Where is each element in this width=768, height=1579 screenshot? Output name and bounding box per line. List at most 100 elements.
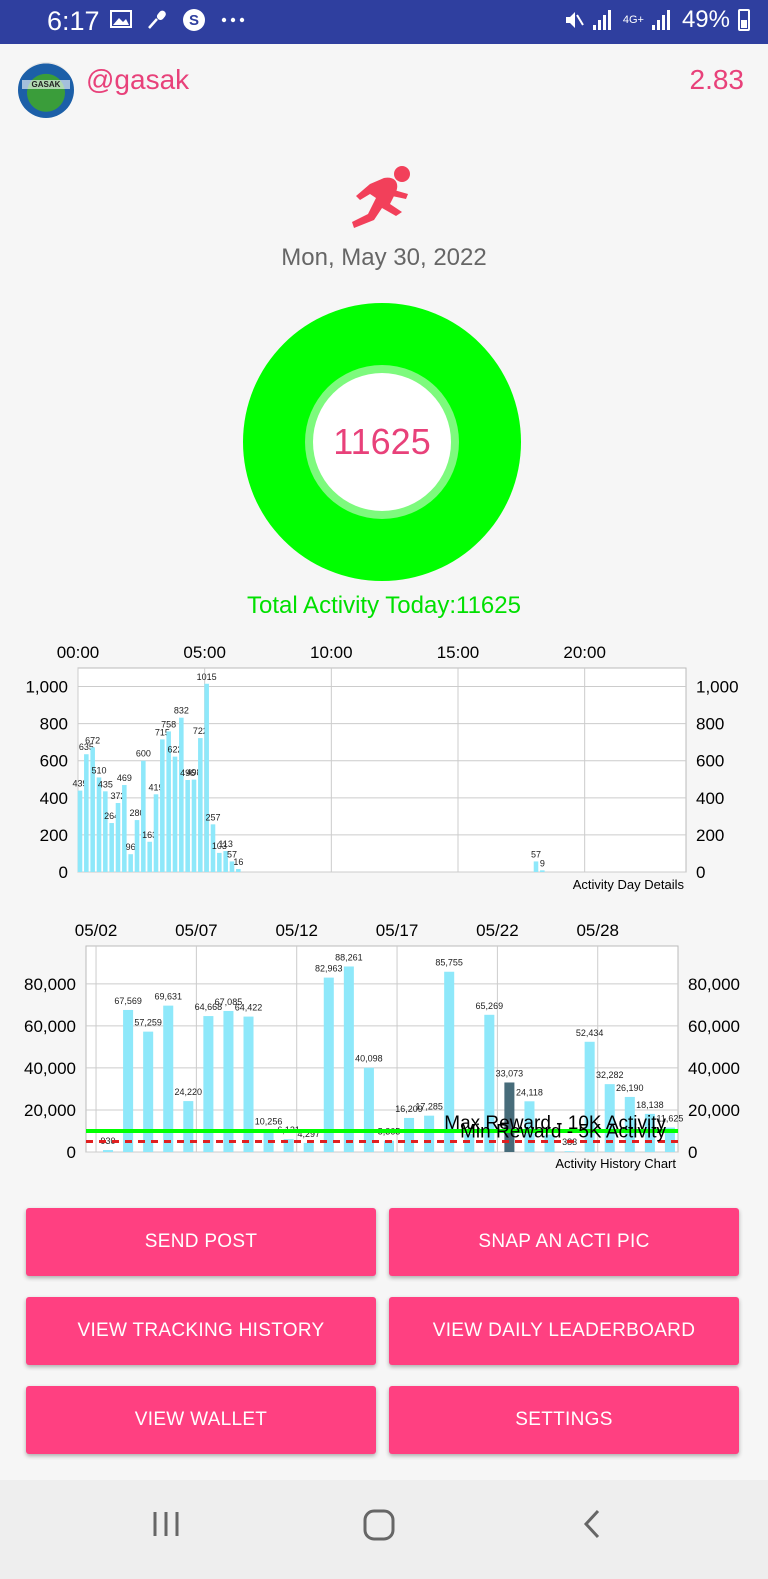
hist-bar — [363, 1067, 374, 1152]
day-y-tick-right: 600 — [696, 752, 724, 771]
recent-apps-icon[interactable] — [150, 1508, 182, 1540]
back-icon[interactable] — [578, 1508, 608, 1540]
day-bar — [540, 870, 545, 872]
day-x-tick: 15:00 — [437, 643, 480, 662]
hist-bar — [103, 1150, 114, 1152]
network-type: 4G+ — [622, 13, 644, 26]
mute-icon — [565, 12, 584, 28]
hist-bar — [524, 1101, 535, 1152]
daily-leaderboard-button[interactable]: VIEW DAILY LEADERBOARD — [389, 1297, 739, 1365]
day-bar — [141, 760, 146, 872]
hist-bar — [664, 1127, 675, 1152]
day-bar-label: 439 — [72, 779, 87, 789]
day-bar — [236, 869, 241, 872]
day-bar-label: 622 — [167, 745, 182, 755]
more-dots-icon — [221, 17, 245, 23]
status-time: 6:17 — [47, 6, 100, 36]
hist-y-tick-right: 20,000 — [688, 1101, 740, 1120]
hist-chart-title: Activity History Chart — [555, 1156, 676, 1171]
hist-bar-label: 930 — [101, 1136, 116, 1146]
day-x-tick: 10:00 — [310, 643, 353, 662]
day-bar-label: 257 — [205, 812, 220, 822]
day-bar — [153, 794, 159, 872]
snap-pic-button[interactable]: SNAP AN ACTI PIC — [389, 1208, 739, 1276]
day-bar-label: 163 — [142, 830, 157, 840]
hist-bar-label: 26,190 — [616, 1083, 644, 1093]
day-bar — [217, 852, 222, 872]
day-bar-label: 635 — [79, 742, 94, 752]
hist-bar — [544, 1134, 555, 1152]
day-bar — [84, 754, 89, 872]
hist-bar-label: 67,085 — [215, 997, 243, 1007]
day-bar-label: 419 — [148, 782, 163, 792]
tracking-history-button[interactable]: VIEW TRACKING HISTORY — [26, 1297, 376, 1365]
app-s-icon: S — [183, 9, 205, 31]
hist-y-tick-left: 60,000 — [24, 1017, 76, 1036]
day-y-tick-left: 1,000 — [25, 678, 68, 697]
hist-bar — [404, 1117, 415, 1152]
battery-icon — [738, 9, 750, 31]
day-bar-label: 9 — [540, 858, 545, 868]
day-bar — [122, 785, 127, 872]
mic-icon — [148, 10, 166, 29]
hist-y-tick-right: 80,000 — [688, 975, 740, 994]
send-post-button[interactable]: SEND POST — [26, 1208, 376, 1276]
hist-bar — [343, 966, 354, 1152]
hist-y-tick-left: 80,000 — [24, 975, 76, 994]
wallet-balance: 2.83 — [689, 64, 745, 95]
hist-bar — [303, 1142, 314, 1152]
day-bar — [229, 861, 235, 872]
day-bar-label: 722 — [193, 726, 208, 736]
hist-bar — [243, 1016, 254, 1152]
hist-bar — [123, 1009, 134, 1152]
hist-x-tick: 05/17 — [376, 921, 419, 940]
hist-bar-label: 18,138 — [636, 1100, 664, 1110]
day-bar — [134, 820, 140, 872]
total-activity-label: Total Activity Today:11625 — [247, 592, 521, 619]
hist-y-tick-right: 0 — [688, 1143, 697, 1162]
wallet-button[interactable]: VIEW WALLET — [26, 1386, 376, 1454]
hist-bar — [383, 1140, 394, 1152]
hist-bar-label: 24,118 — [516, 1087, 543, 1097]
day-bar — [179, 717, 184, 872]
avatar[interactable]: GASAK — [18, 62, 74, 118]
signal-icon — [592, 10, 615, 30]
day-bar-label: 103 — [212, 841, 227, 851]
hist-x-tick: 05/28 — [576, 921, 619, 940]
day-bar-label: 57 — [531, 849, 541, 859]
day-bar-label: 435 — [98, 779, 113, 789]
hist-bar — [223, 1010, 234, 1152]
day-bar-label: 96 — [126, 842, 136, 852]
hist-bar — [323, 977, 334, 1152]
day-y-tick-left: 600 — [40, 752, 68, 771]
day-bar-label: 372 — [110, 791, 125, 801]
day-bar — [109, 823, 114, 872]
day-bar — [115, 803, 121, 872]
hist-bar — [584, 1041, 595, 1152]
day-bar-label: 832 — [174, 706, 189, 716]
hist-bar-label: 64,422 — [235, 1003, 263, 1013]
min-reward-label: Min Reward - 5K Activity — [460, 1121, 666, 1142]
day-bar-label: 498 — [186, 768, 201, 778]
activity-day-chart: 0 0 200 200 400 400 600 600 800 800 1,000 1,000 00:0… — [25, 643, 738, 892]
hist-bar — [624, 1096, 635, 1152]
hist-x-tick: 05/22 — [476, 921, 519, 940]
hist-bar — [283, 1139, 294, 1152]
home-icon[interactable] — [362, 1508, 396, 1542]
day-bar — [147, 841, 152, 872]
activity-ring: 11625 — [243, 303, 521, 581]
activity-date: Mon, May 30, 2022 — [281, 244, 487, 271]
hist-bar-label: 24,220 — [175, 1087, 203, 1097]
day-bar-label: 113 — [218, 839, 232, 849]
day-bar — [198, 738, 203, 872]
hist-bar — [143, 1031, 154, 1152]
day-bar — [166, 731, 171, 872]
hist-bar-label: 65,269 — [476, 1001, 504, 1011]
settings-button[interactable]: SETTINGS — [389, 1386, 739, 1454]
hist-bar — [444, 971, 455, 1152]
hist-bar — [604, 1084, 615, 1152]
day-y-tick-right: 0 — [696, 863, 705, 882]
navigation-bar — [0, 1480, 768, 1579]
hist-bar-label: 4,297 — [297, 1129, 320, 1139]
hist-bar-label: 57,259 — [134, 1018, 162, 1028]
